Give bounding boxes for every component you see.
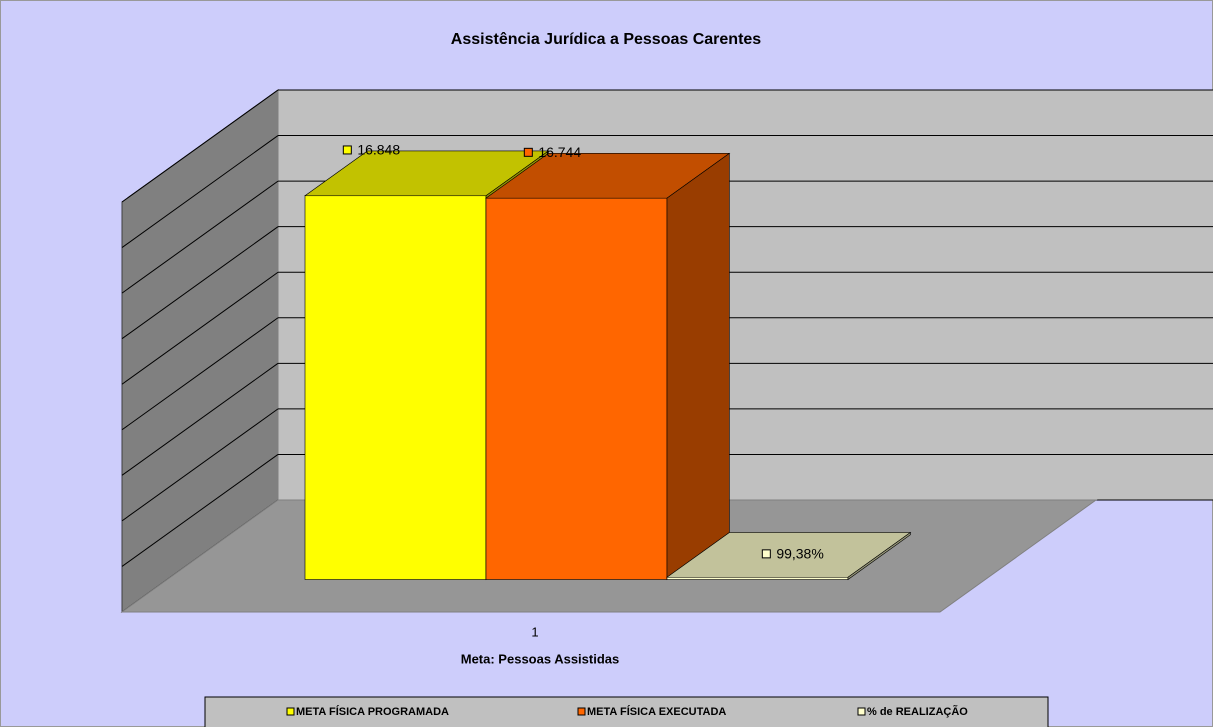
legend-box [204, 696, 1049, 727]
grid-line [121, 271, 279, 385]
data-label-marker [523, 147, 533, 157]
grid-line [121, 362, 279, 476]
data-label-marker [761, 549, 771, 559]
data-label-marker [342, 145, 352, 155]
bar [485, 197, 668, 580]
grid-line [121, 454, 279, 567]
bar [304, 195, 487, 580]
x-tick-label: 1 [531, 624, 538, 639]
data-label: 99,38% [776, 546, 823, 562]
chart-title: Assistência Jurídica a Pessoas Carentes [451, 31, 761, 48]
grid-line [121, 135, 279, 248]
grid-line [121, 180, 279, 294]
bar [666, 576, 849, 580]
x-axis-label: Meta: Pessoas Assistidas [461, 651, 619, 666]
bar-side [666, 152, 730, 581]
grid-line [121, 89, 279, 203]
bar-side [847, 531, 911, 581]
grid-line [121, 317, 279, 431]
grid-line [121, 226, 279, 340]
legend-label: % de REALIZAÇÃO [867, 705, 968, 718]
legend-marker [857, 707, 866, 716]
data-label: 16.848 [357, 142, 400, 158]
legend-marker [286, 707, 295, 716]
legend-label: META FÍSICA PROGRAMADA [296, 705, 449, 718]
legend-label: META FÍSICA EXECUTADA [587, 705, 726, 718]
grid-line [121, 408, 279, 522]
legend-marker [577, 707, 586, 716]
data-label: 16.744 [538, 144, 581, 160]
